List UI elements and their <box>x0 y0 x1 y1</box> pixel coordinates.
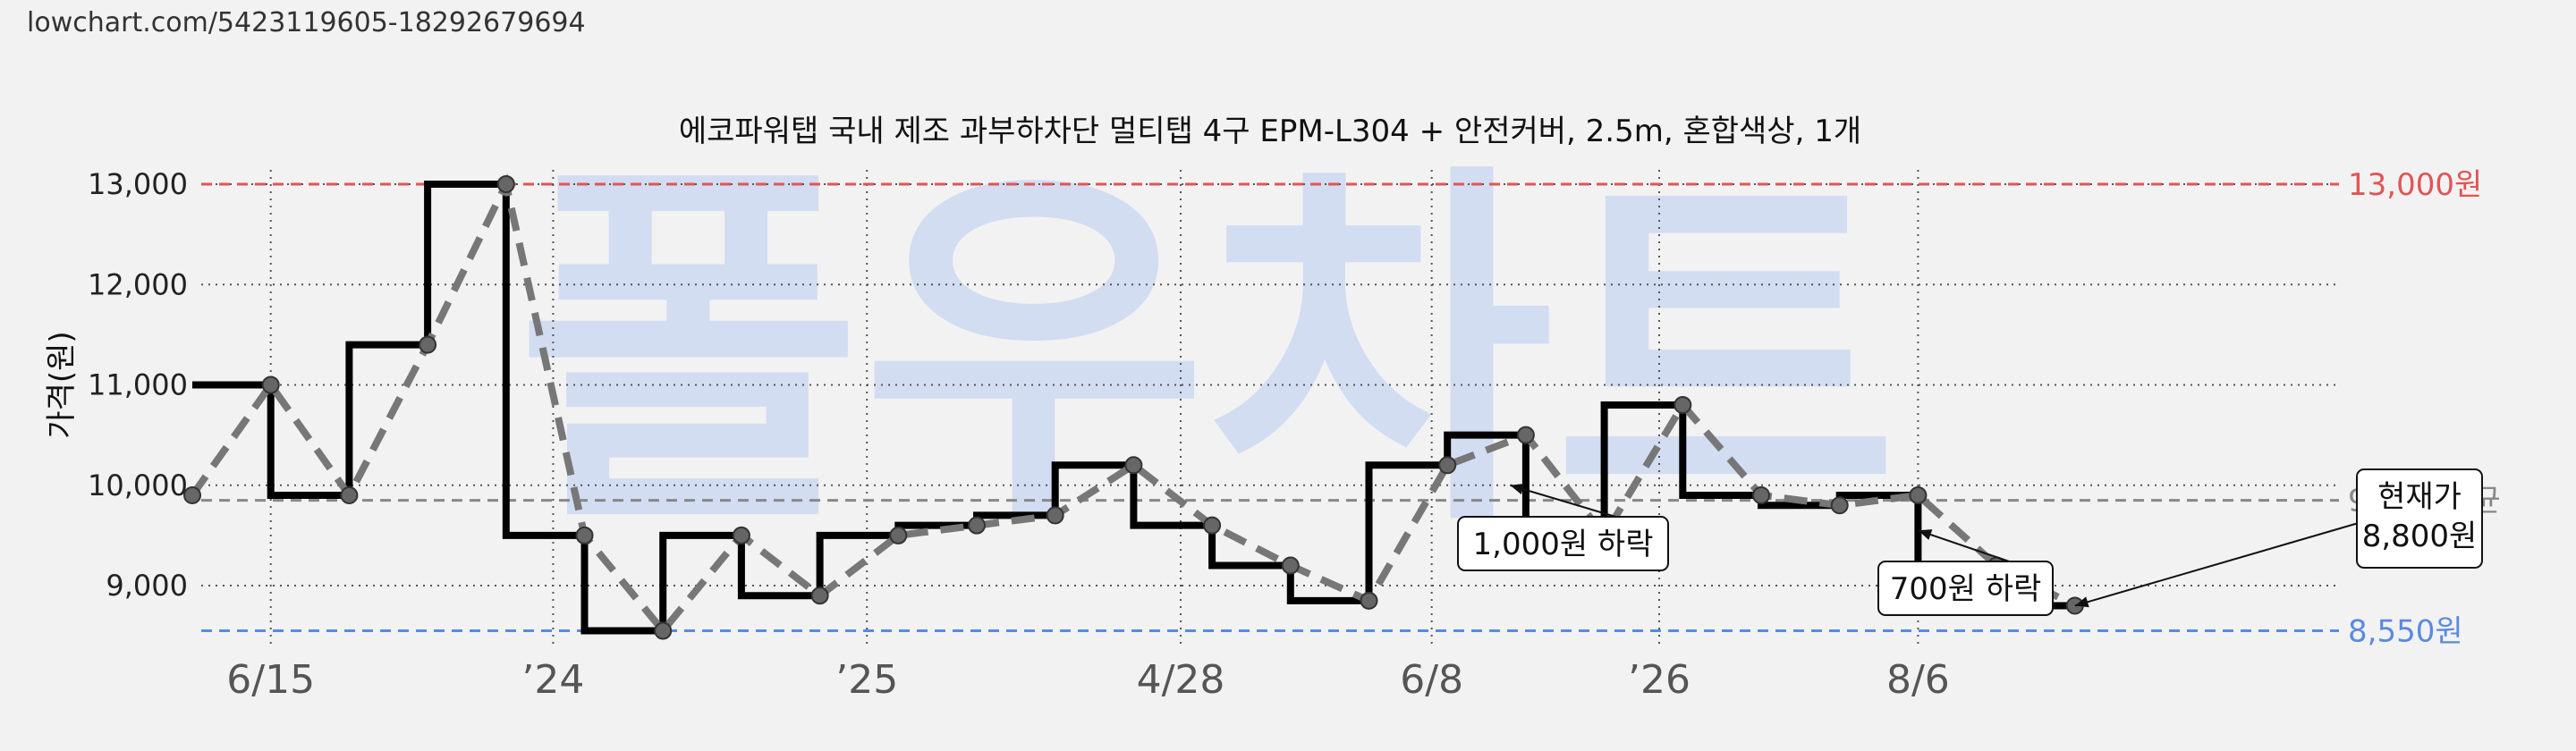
y-tick-label: 11,000 <box>88 368 188 402</box>
data-point <box>496 175 515 193</box>
watermark-logo: 폴우차트 <box>516 135 1899 572</box>
annotation-text: 700원 하락 <box>1890 571 2042 607</box>
y-axis-label: 가격(원) <box>44 331 80 438</box>
annotation-box: 700원 하락 <box>1877 529 2054 616</box>
x-tick-label: 4/28 <box>1137 657 1225 703</box>
x-tick-label: ’25 <box>835 657 898 703</box>
data-point <box>1909 485 1928 504</box>
data-point <box>419 335 437 354</box>
chart-title: 에코파워탭 국내 제조 과부하차단 멀티탭 4구 EPM-L304 + 안전커버… <box>679 114 1861 149</box>
data-point <box>732 526 750 544</box>
page-url: lowchart.com/5423119605-18292679694 <box>27 7 586 38</box>
y-tick-label: 9,000 <box>106 569 188 603</box>
reference-label-min: 8,550원 <box>2348 614 2463 650</box>
data-point <box>1360 591 1378 610</box>
annotation-text: 현재가 <box>2377 479 2462 515</box>
x-tick-label: ’26 <box>1628 657 1690 703</box>
data-point <box>1203 516 1222 535</box>
data-point <box>654 621 673 640</box>
annotation-arrow <box>2074 522 2358 607</box>
data-point <box>340 485 359 504</box>
data-point <box>1516 426 1535 444</box>
annotation-text: 1,000원 하락 <box>1473 527 1654 562</box>
reference-label-max: 13,000원 <box>2348 167 2482 203</box>
annotation-frame <box>2356 468 2483 569</box>
data-point <box>968 516 986 535</box>
y-tick-label: 10,000 <box>88 468 188 502</box>
data-point <box>810 586 829 605</box>
data-point <box>889 526 908 544</box>
annotation-arrowhead <box>1918 529 1933 540</box>
data-point <box>1438 456 1457 475</box>
data-point <box>1046 506 1064 525</box>
annotation-frame <box>1877 561 2054 616</box>
x-tick-label: 6/15 <box>226 657 315 703</box>
y-tick-label: 13,000 <box>88 167 188 201</box>
data-point <box>1124 456 1143 475</box>
x-tick-label: 8/6 <box>1886 657 1950 703</box>
y-tick-label: 12,000 <box>88 267 188 301</box>
data-point <box>1830 496 1849 515</box>
data-point <box>261 376 280 394</box>
data-point <box>183 485 201 504</box>
annotation-frame <box>1457 516 1669 571</box>
annotation-arrow <box>1510 484 1616 518</box>
data-point <box>1674 395 1692 414</box>
annotation-arrow <box>1918 529 2010 562</box>
annotation-arrowhead <box>2074 596 2089 608</box>
x-tick-label: 6/8 <box>1400 657 1463 703</box>
annotation-text: 8,800원 <box>2362 519 2478 554</box>
annotation-box: 현재가 8,800원 <box>2074 468 2483 608</box>
annotation-box: 1,000원 하락 <box>1457 484 1669 571</box>
data-point <box>1752 485 1770 504</box>
data-point <box>1281 556 1300 575</box>
data-point <box>575 526 594 544</box>
annotation-arrowhead <box>1510 484 1525 494</box>
x-tick-label: ’24 <box>521 657 584 703</box>
